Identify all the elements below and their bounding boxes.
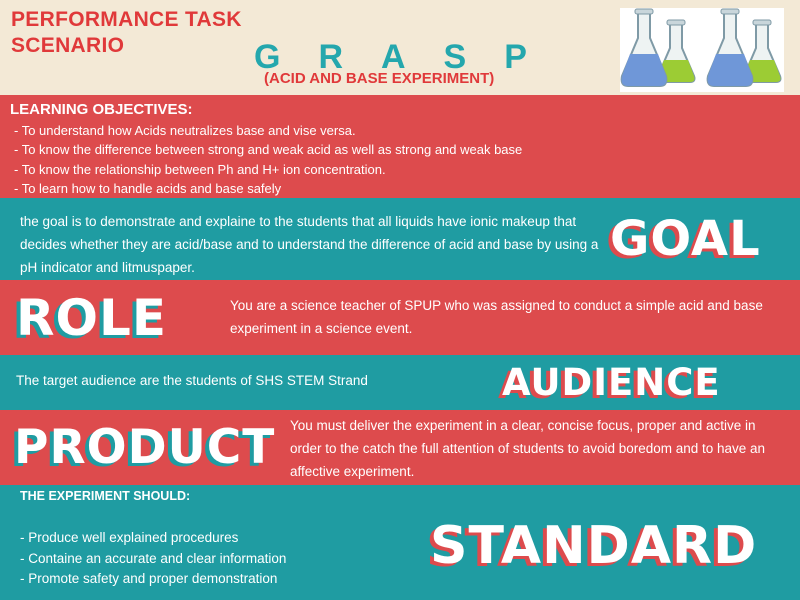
standard-word: STANDARD xyxy=(430,516,758,576)
title-line-2: SCENARIO xyxy=(11,34,125,57)
audience-word: AUDIENCE xyxy=(502,361,721,404)
role-text: You are a science teacher of SPUP who wa… xyxy=(230,298,763,336)
page-title: PERFORMANCE TASK SCENARIO xyxy=(11,7,242,59)
experiment-subtitle: (ACID AND BASE EXPERIMENT) xyxy=(264,70,495,87)
standard-band xyxy=(0,485,800,600)
objective-item: - To understand how Acids neutralizes ba… xyxy=(14,123,356,138)
standard-item: - Containe an accurate and clear informa… xyxy=(20,550,287,566)
objective-item: - To know the difference between strong … xyxy=(14,142,523,158)
objectives-band xyxy=(0,95,800,198)
product-text: You must deliver the experiment in a cle… xyxy=(290,418,766,479)
product-band xyxy=(0,410,800,485)
goal-text: the goal is to demonstrate and explaine … xyxy=(20,214,599,275)
role-band xyxy=(0,280,800,355)
standard-item: - Produce well explained procedures xyxy=(20,530,239,545)
audience-band xyxy=(0,355,800,410)
goal-word: GOAL xyxy=(610,211,761,267)
audience-text: The target audience are the students of … xyxy=(16,373,368,388)
objectives-list: - To understand how Acids neutralizes ba… xyxy=(14,121,522,198)
role-word: ROLE xyxy=(16,289,168,347)
standard-item: - Promote safety and proper demonstratio… xyxy=(20,571,278,586)
objective-item: - To learn how to handle acids and base … xyxy=(14,180,282,196)
standard-list: - Produce well explained procedures - Co… xyxy=(20,528,286,590)
standard-heading: THE EXPERIMENT SHOULD: xyxy=(20,489,191,503)
title-line-1: PERFORMANCE TASK xyxy=(11,8,242,31)
objective-item: - To know the relationship between Ph an… xyxy=(14,161,386,177)
goal-band xyxy=(0,198,800,280)
lab-flasks-icon xyxy=(620,8,784,92)
product-word: PRODUCT xyxy=(14,420,276,475)
objectives-heading: LEARNING OBJECTIVES: xyxy=(10,101,193,118)
grasp-heading: GRASP xyxy=(254,38,565,76)
